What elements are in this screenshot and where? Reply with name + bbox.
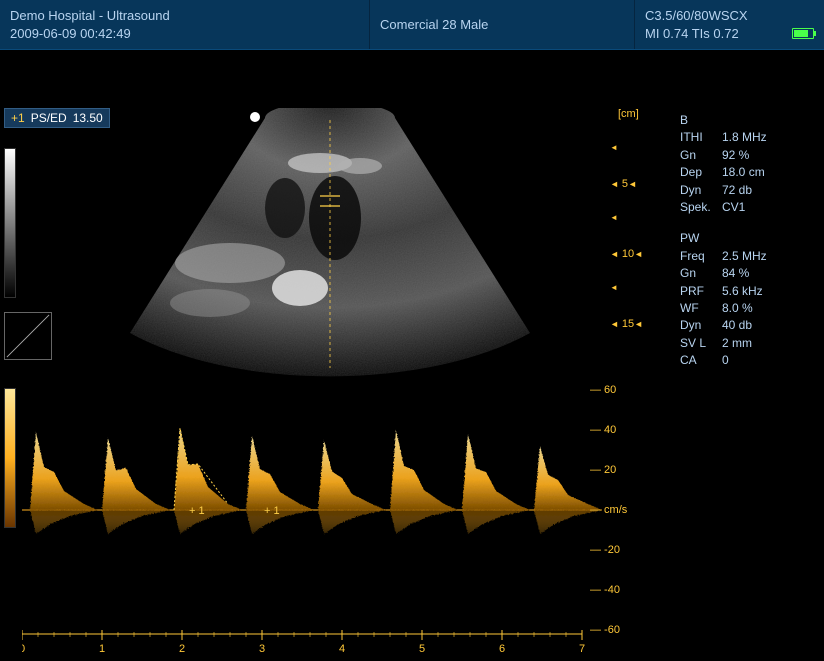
doppler-colorbar (4, 388, 16, 528)
param-row: ITHI1.8 MHz (680, 129, 820, 146)
velocity-tick: — 60 (590, 384, 616, 396)
grayscale-colorbar (4, 148, 16, 298)
param-row: Dep18.0 cm (680, 164, 820, 181)
caliper-2-marker[interactable]: + 1 (264, 505, 280, 517)
battery-icon (792, 28, 814, 39)
depth-unit: [cm] (618, 108, 639, 120)
svg-text:6: 6 (499, 643, 505, 655)
param-row: Gn84 % (680, 265, 820, 282)
svg-text:4: 4 (339, 643, 345, 655)
svg-text:7: 7 (579, 643, 585, 655)
depth-tick: ◄10◄ (610, 248, 646, 260)
velocity-tick: — -20 (590, 544, 620, 556)
transducer-preset: C3.5/60/80WSCX (645, 8, 814, 23)
param-row: SV L2 mm (680, 335, 820, 352)
header-hospital-cell: Demo Hospital - Ultrasound 2009-06-09 00… (0, 0, 370, 49)
patient-info: Comercial 28 Male (380, 17, 624, 32)
orientation-thumbnail[interactable] (4, 312, 52, 360)
param-row: Dyn40 db (680, 317, 820, 334)
acoustic-indices: MI 0.74 TIs 0.72 (645, 26, 814, 41)
velocity-tick: — 20 (590, 464, 616, 476)
svg-text:3: 3 (259, 643, 265, 655)
exam-datetime: 2009-06-09 00:42:49 (10, 26, 359, 41)
param-row: PRF5.6 kHz (680, 283, 820, 300)
pw-params: PW Freq2.5 MHzGn84 %PRF5.6 kHzWF8.0 %Dyn… (680, 230, 820, 369)
param-row: Dyn72 db (680, 182, 820, 199)
svg-text:5: 5 (419, 643, 425, 655)
svg-text:0: 0 (22, 643, 25, 655)
velocity-tick: — -60 (590, 624, 620, 636)
time-axis: 0 1 2 3 4 5 6 7 (22, 630, 587, 658)
velocity-tick: — -40 (590, 584, 620, 596)
param-row: Spek.CV1 (680, 199, 820, 216)
param-row: WF8.0 % (680, 300, 820, 317)
hospital-name: Demo Hospital - Ultrasound (10, 8, 359, 23)
param-row: CA0 (680, 352, 820, 369)
pw-title: PW (680, 230, 820, 247)
scan-parameters-panel: B ITHI1.8 MHzGn92 %Dep18.0 cmDyn72 dbSpe… (680, 112, 820, 383)
header-patient-cell: Comercial 28 Male (370, 0, 635, 49)
velocity-scale: — 60— 40— 20— -20— -40— -60— cm/s (590, 390, 650, 630)
svg-text:1: 1 (99, 643, 105, 655)
main-viewport: +1 PS/ED 13.50 (0, 50, 824, 635)
bmode-image[interactable] (60, 108, 600, 380)
velocity-tick: — 40 (590, 424, 616, 436)
header-preset-cell: C3.5/60/80WSCX MI 0.74 TIs 0.72 (635, 0, 824, 49)
svg-text:2: 2 (179, 643, 185, 655)
bmode-title: B (680, 112, 820, 129)
caliper-number: +1 (11, 111, 25, 125)
param-row: Gn92 % (680, 147, 820, 164)
velocity-unit: — cm/s (590, 504, 627, 516)
depth-tick: ◄5◄ (610, 178, 640, 190)
param-row: Freq2.5 MHz (680, 248, 820, 265)
depth-tick: ◄15◄ (610, 318, 646, 330)
depth-scale: [cm] ◄5◄◄◄10◄◄◄15◄◄ (610, 108, 660, 380)
doppler-spectrum[interactable] (22, 390, 622, 630)
caliper-1-marker[interactable]: + 1 (189, 505, 205, 517)
bmode-params: B ITHI1.8 MHzGn92 %Dep18.0 cmDyn72 dbSpe… (680, 112, 820, 216)
header-bar: Demo Hospital - Ultrasound 2009-06-09 00… (0, 0, 824, 50)
